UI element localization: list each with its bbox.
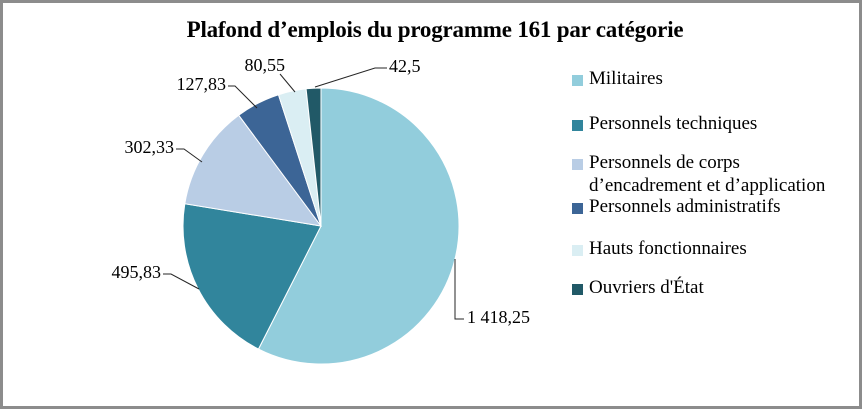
legend-label: Personnels administratifs <box>589 196 781 217</box>
data-label-3: 127,83 <box>177 74 227 94</box>
legend-swatch-militaires <box>572 75 583 86</box>
legend-label: Ouvriers d'État <box>589 277 704 298</box>
legend-item-personnels-administratifs: Personnels administratifs <box>572 195 851 218</box>
legend-swatch-personnels-techniques <box>572 120 583 131</box>
pie-slice-2 <box>184 114 323 227</box>
legend-item-ouvriers-d-etat: Ouvriers d'État <box>572 276 851 299</box>
leader-line-4 <box>279 73 296 93</box>
legend-label: Personnels de corps d’encadrement et d’a… <box>589 152 826 196</box>
leader-line-3 <box>228 85 258 109</box>
pie-chart: 1 418,25 495,83 302,33 127,83 80,55 42,5 <box>112 55 530 365</box>
data-label-2: 302,33 <box>125 137 175 157</box>
legend-label: Militaires <box>589 68 663 89</box>
legend-swatch-personnels-de-corps <box>572 159 583 170</box>
legend-item-militaires: Militaires <box>572 67 851 90</box>
leader-line-5 <box>314 67 387 88</box>
leader-line-2 <box>176 148 203 163</box>
legend-label: Hauts fonctionnaires <box>589 238 747 259</box>
chart-title: Plafond d’emplois du programme 161 par c… <box>186 17 684 42</box>
data-label-1: 495,83 <box>112 262 162 282</box>
legend-swatch-hauts-fonctionnaires <box>572 245 583 256</box>
legend-swatch-ouvriers-d-etat <box>572 284 583 295</box>
leader-line-1 <box>163 273 200 290</box>
pie-slice-5 <box>305 87 322 227</box>
legend: Militaires Personnels techniques Personn… <box>572 3 857 406</box>
data-label-4: 80,55 <box>245 55 286 75</box>
legend-item-personnels-de-corps: Personnels de corps d’encadrement et d’a… <box>572 151 851 197</box>
legend-swatch-personnels-administratifs <box>572 203 583 214</box>
data-label-0: 1 418,25 <box>467 307 530 327</box>
data-label-5: 42,5 <box>389 56 421 76</box>
pie-slice-0 <box>257 87 460 365</box>
legend-item-hauts-fonctionnaires: Hauts fonctionnaires <box>572 237 851 260</box>
leader-line-0 <box>454 259 464 320</box>
legend-label: Personnels techniques <box>589 113 758 134</box>
legend-item-personnels-techniques: Personnels techniques <box>572 112 851 135</box>
